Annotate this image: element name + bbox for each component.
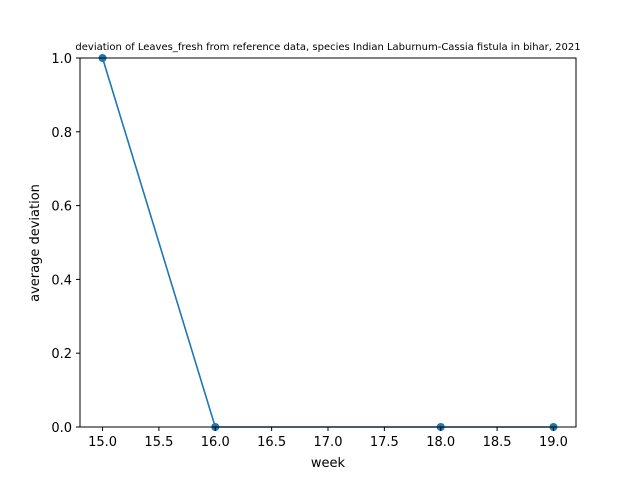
x-axis: 15.0 15.5 16.0 16.5 17.0 17.5 18.0 18.5 19.0 <box>88 427 568 450</box>
y-axis-label: average deviation <box>28 184 43 302</box>
y-axis: 0.0 0.2 0.4 0.6 0.8 1.0 <box>51 52 80 436</box>
y-tick-label: 0.0 <box>51 421 72 436</box>
series-line <box>101 57 554 428</box>
plot-frame <box>79 57 577 428</box>
y-tick-label: 0.8 <box>51 126 72 141</box>
x-tick-label: 17.5 <box>370 435 399 450</box>
x-tick-label: 17.0 <box>314 435 343 450</box>
x-tick-label: 16.5 <box>257 435 286 450</box>
x-tick-label: 19.0 <box>539 435 568 450</box>
x-tick-label: 15.5 <box>144 435 173 450</box>
x-tick-label: 16.0 <box>201 435 230 450</box>
x-tick-label: 18.5 <box>483 435 512 450</box>
data-series <box>98 54 558 431</box>
y-tick-label: 1.0 <box>51 52 72 67</box>
y-tick-label: 0.6 <box>51 200 72 215</box>
x-tick-label: 15.0 <box>88 435 117 450</box>
x-axis-label: week <box>311 456 346 471</box>
y-tick-label: 0.2 <box>51 347 72 362</box>
y-tick-label: 0.4 <box>51 273 72 288</box>
chart-title: deviation of Leaves_fresh from reference… <box>75 42 580 53</box>
x-tick-label: 18.0 <box>426 435 455 450</box>
